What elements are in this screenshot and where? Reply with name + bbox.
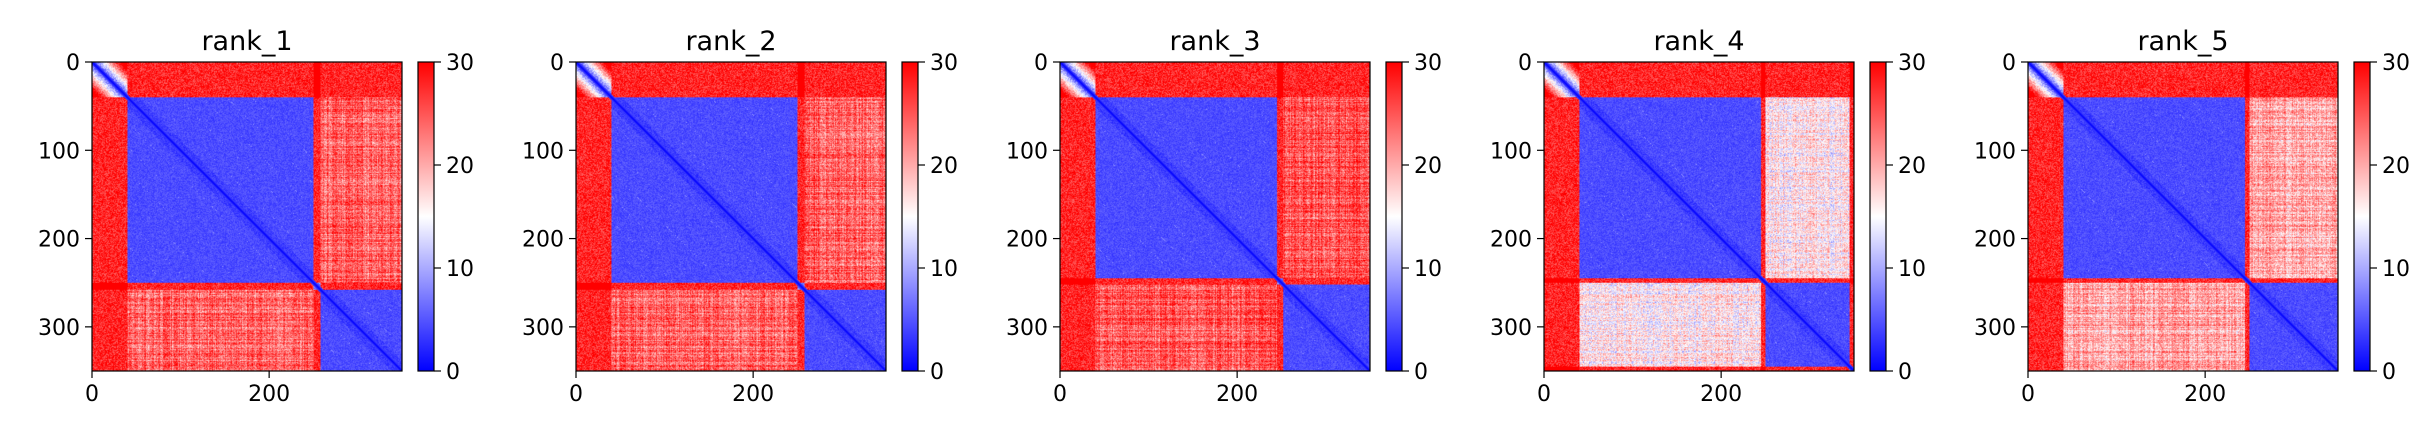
plot-frame xyxy=(2027,61,2339,372)
colorbar-tick-label: 20 xyxy=(1414,154,1442,179)
x-tick-label: 200 xyxy=(1700,382,1742,407)
colorbar-tick-label: 10 xyxy=(930,257,958,282)
x-tick-label: 200 xyxy=(2184,382,2226,407)
y-tick-label: 100 xyxy=(1974,139,2016,164)
x-tick-label: 200 xyxy=(732,382,774,407)
heatmap-panel-3: rank_3 0 200 0 100 200 300 0 10 20 30 xyxy=(1006,26,1442,407)
colorbar-tick-label: 30 xyxy=(1414,51,1442,76)
y-tick-label: 200 xyxy=(1974,228,2016,253)
y-tick-label: 0 xyxy=(66,51,80,76)
colorbar-tick-label: 20 xyxy=(1898,154,1926,179)
panel-title: rank_3 xyxy=(1169,26,1260,57)
heatmap-panel-4: rank_4 0 200 0 100 200 300 0 10 20 30 xyxy=(1490,26,1926,407)
x-tick-label: 0 xyxy=(1537,382,1551,407)
colorbar-tick-label: 10 xyxy=(1898,257,1926,282)
colorbar-tick-label: 10 xyxy=(446,257,474,282)
heatmap-panel-2: rank_2 0 200 0 100 200 300 0 10 20 30 xyxy=(522,26,958,407)
colorbar-tick-label: 30 xyxy=(2382,51,2410,76)
heatmap-image xyxy=(92,62,402,371)
heatmap-panel-1: rank_1 0 200 0 100 200 300 0 10 20 30 xyxy=(38,26,474,407)
colorbar xyxy=(1869,61,1887,372)
colorbar-tick-label: 0 xyxy=(1898,360,1912,385)
y-tick-label: 0 xyxy=(2002,51,2016,76)
y-tick-label: 300 xyxy=(38,316,80,341)
colorbar xyxy=(417,61,435,372)
colorbar-tick-label: 10 xyxy=(2382,257,2410,282)
y-tick-label: 200 xyxy=(522,228,564,253)
colorbar xyxy=(1385,61,1403,372)
x-tick-label: 0 xyxy=(569,382,583,407)
panel-title: rank_5 xyxy=(2137,26,2228,57)
plot-frame xyxy=(575,61,887,372)
colorbar-tick-label: 30 xyxy=(930,51,958,76)
y-tick-label: 300 xyxy=(522,316,564,341)
colorbar-tick-label: 30 xyxy=(1898,51,1926,76)
colorbar-tick-label: 20 xyxy=(930,154,958,179)
y-tick-label: 100 xyxy=(1006,139,1048,164)
y-tick-label: 0 xyxy=(1518,51,1532,76)
panel-title: rank_4 xyxy=(1653,26,1744,57)
y-tick-label: 300 xyxy=(1006,316,1048,341)
colorbar-tick-label: 30 xyxy=(446,51,474,76)
y-tick-label: 300 xyxy=(1490,316,1532,341)
y-tick-label: 200 xyxy=(1006,228,1048,253)
heatmap-image xyxy=(576,62,886,371)
y-tick-label: 200 xyxy=(1490,228,1532,253)
colorbar-tick-label: 0 xyxy=(930,360,944,385)
colorbar-tick-label: 0 xyxy=(2382,360,2396,385)
y-tick-label: 0 xyxy=(1034,51,1048,76)
colorbar-tick-label: 10 xyxy=(1414,257,1442,282)
colorbar-tick-label: 0 xyxy=(1414,360,1428,385)
y-tick-label: 100 xyxy=(1490,139,1532,164)
colorbar xyxy=(2353,61,2371,372)
x-tick-label: 0 xyxy=(1053,382,1067,407)
colorbar xyxy=(901,61,919,372)
panel-title: rank_2 xyxy=(685,26,776,57)
panel-title: rank_1 xyxy=(201,26,292,57)
plot-frame xyxy=(91,61,403,372)
plot-frame xyxy=(1543,61,1855,372)
x-tick-label: 200 xyxy=(248,382,290,407)
y-tick-label: 100 xyxy=(38,139,80,164)
x-tick-label: 0 xyxy=(2021,382,2035,407)
colorbar-tick-label: 20 xyxy=(2382,154,2410,179)
heatmap-image xyxy=(1060,62,1370,371)
plot-frame xyxy=(1059,61,1371,372)
x-tick-label: 0 xyxy=(85,382,99,407)
x-tick-label: 200 xyxy=(1216,382,1258,407)
colorbar-tick-label: 0 xyxy=(446,360,460,385)
colorbar-tick-label: 20 xyxy=(446,154,474,179)
heatmap-image xyxy=(1544,62,1854,371)
y-tick-label: 100 xyxy=(522,139,564,164)
heatmap-image xyxy=(2028,62,2338,371)
heatmap-panel-5: rank_5 0 200 0 100 200 300 0 10 20 30 xyxy=(1974,26,2410,407)
y-tick-label: 200 xyxy=(38,228,80,253)
y-tick-label: 0 xyxy=(550,51,564,76)
y-tick-label: 300 xyxy=(1974,316,2016,341)
